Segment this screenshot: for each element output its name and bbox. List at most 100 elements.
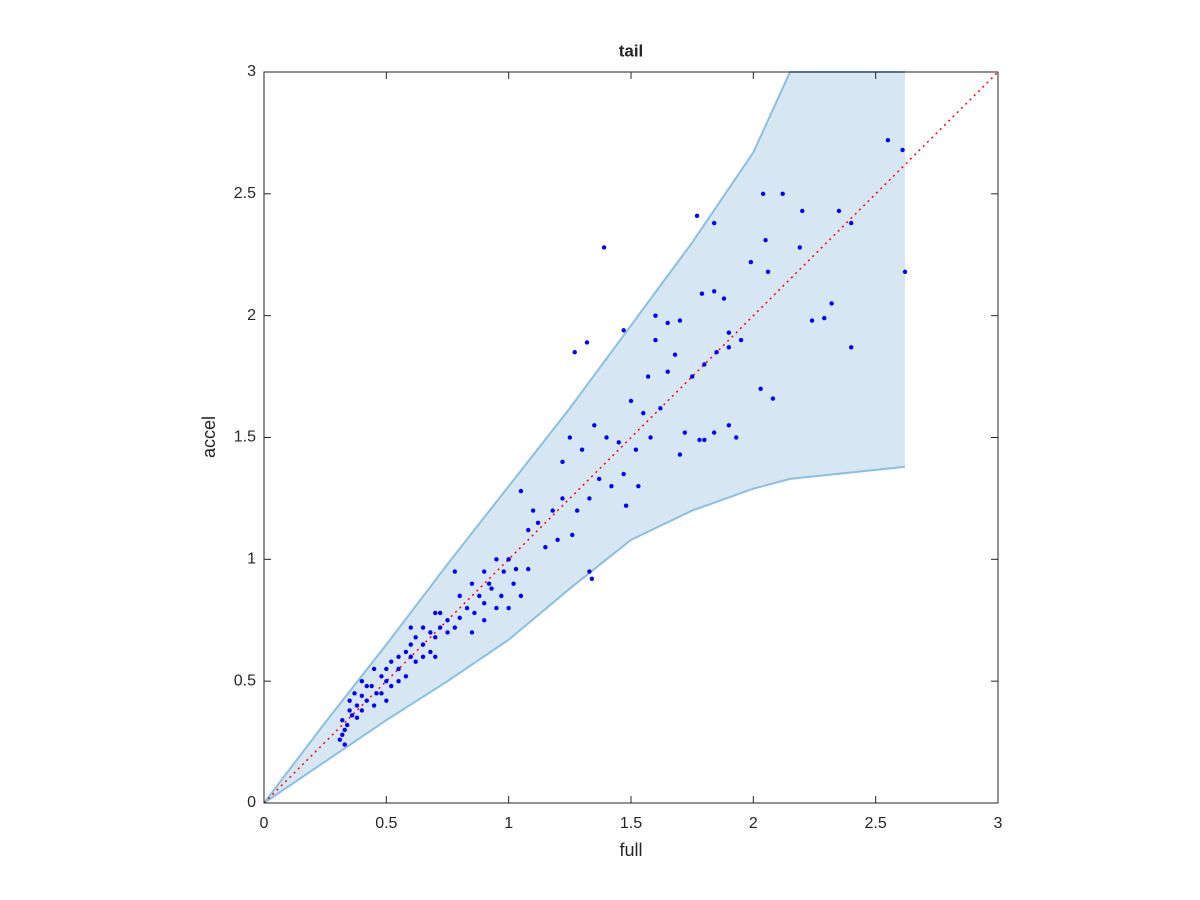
data-point [437, 625, 443, 630]
data-point [584, 340, 590, 345]
band-area [264, 72, 906, 803]
data-point [726, 330, 732, 335]
x-tick-label: 1 [504, 815, 513, 832]
data-point [572, 350, 577, 355]
data-point [364, 698, 369, 703]
reference-line [263, 71, 999, 804]
data-point [623, 503, 629, 508]
data-point [396, 666, 401, 672]
data-point [428, 630, 433, 635]
data-point [633, 447, 639, 452]
data-point [337, 737, 343, 742]
data-point [628, 398, 634, 404]
y-axis-label: accel [199, 416, 219, 458]
data-point [734, 435, 739, 440]
x-axis-label: full [619, 840, 642, 860]
y-tick-label: 0 [247, 794, 256, 811]
data-point [849, 220, 854, 226]
data-point [506, 557, 511, 562]
data-point [437, 610, 443, 616]
data-point [677, 318, 683, 323]
data-point [396, 654, 401, 659]
data-point [829, 301, 834, 306]
data-point [535, 520, 541, 525]
data-point [714, 350, 719, 355]
data-point [354, 715, 360, 720]
data-point [616, 440, 621, 445]
data-point [489, 586, 494, 591]
data-point [711, 289, 717, 294]
data-point [809, 318, 815, 323]
data-point [433, 654, 438, 659]
data-point [658, 406, 663, 411]
data-point [800, 208, 805, 214]
data-point [342, 742, 347, 747]
y-tick-label: 3 [247, 63, 256, 80]
band-lower [263, 465, 906, 804]
y-tick-label: 1 [247, 551, 256, 568]
data-point [457, 593, 462, 599]
data-point [702, 362, 707, 367]
data-point [420, 642, 426, 647]
data-point [555, 537, 560, 543]
data-point [452, 625, 458, 630]
y-tick-label: 2 [247, 307, 256, 324]
data-point [902, 269, 908, 275]
data-point [648, 435, 653, 440]
data-point [530, 508, 536, 513]
data-point [347, 708, 352, 713]
data-point [601, 245, 607, 250]
data-point [379, 691, 384, 696]
data-point [494, 557, 499, 562]
data-point [780, 191, 785, 197]
data-point [359, 708, 365, 713]
data-point [420, 654, 426, 659]
data-point [621, 471, 626, 477]
x-tick-label: 0.5 [375, 815, 397, 832]
data-point [464, 605, 470, 611]
data-point [359, 693, 365, 698]
data-point [428, 649, 433, 655]
data-point [349, 713, 355, 718]
data-point [748, 259, 754, 265]
data-point [672, 352, 678, 357]
data-point [518, 593, 524, 599]
data-point [482, 600, 487, 606]
data-point [482, 618, 487, 623]
data-point [711, 430, 717, 435]
data-point [763, 237, 768, 243]
data-point [486, 581, 492, 586]
data-point [592, 423, 597, 428]
data-point [413, 659, 418, 664]
data-point [457, 615, 462, 621]
data-point [499, 593, 504, 599]
data-point [694, 213, 700, 218]
data-point [413, 635, 418, 640]
data-point [765, 269, 771, 275]
data-point [621, 328, 626, 333]
data-point [408, 642, 413, 647]
data-point [403, 649, 409, 655]
data-point [340, 717, 345, 723]
data-point [408, 654, 413, 659]
band-upper [263, 71, 906, 804]
data-point [420, 625, 426, 630]
data-point [726, 423, 732, 428]
data-point [340, 732, 345, 737]
data-point [604, 435, 609, 440]
data-point [384, 666, 389, 672]
data-point [354, 703, 360, 708]
data-point [699, 291, 705, 296]
data-point [352, 691, 357, 696]
data-point [359, 678, 365, 684]
data-point [697, 437, 702, 443]
data-point [645, 374, 651, 379]
x-tick-label: 3 [994, 815, 1003, 832]
data-point [543, 544, 548, 550]
data-point [513, 566, 519, 572]
data-point [369, 683, 374, 689]
data-point [511, 581, 516, 586]
data-point [797, 245, 803, 250]
data-point [711, 220, 717, 226]
data-point [560, 459, 565, 465]
